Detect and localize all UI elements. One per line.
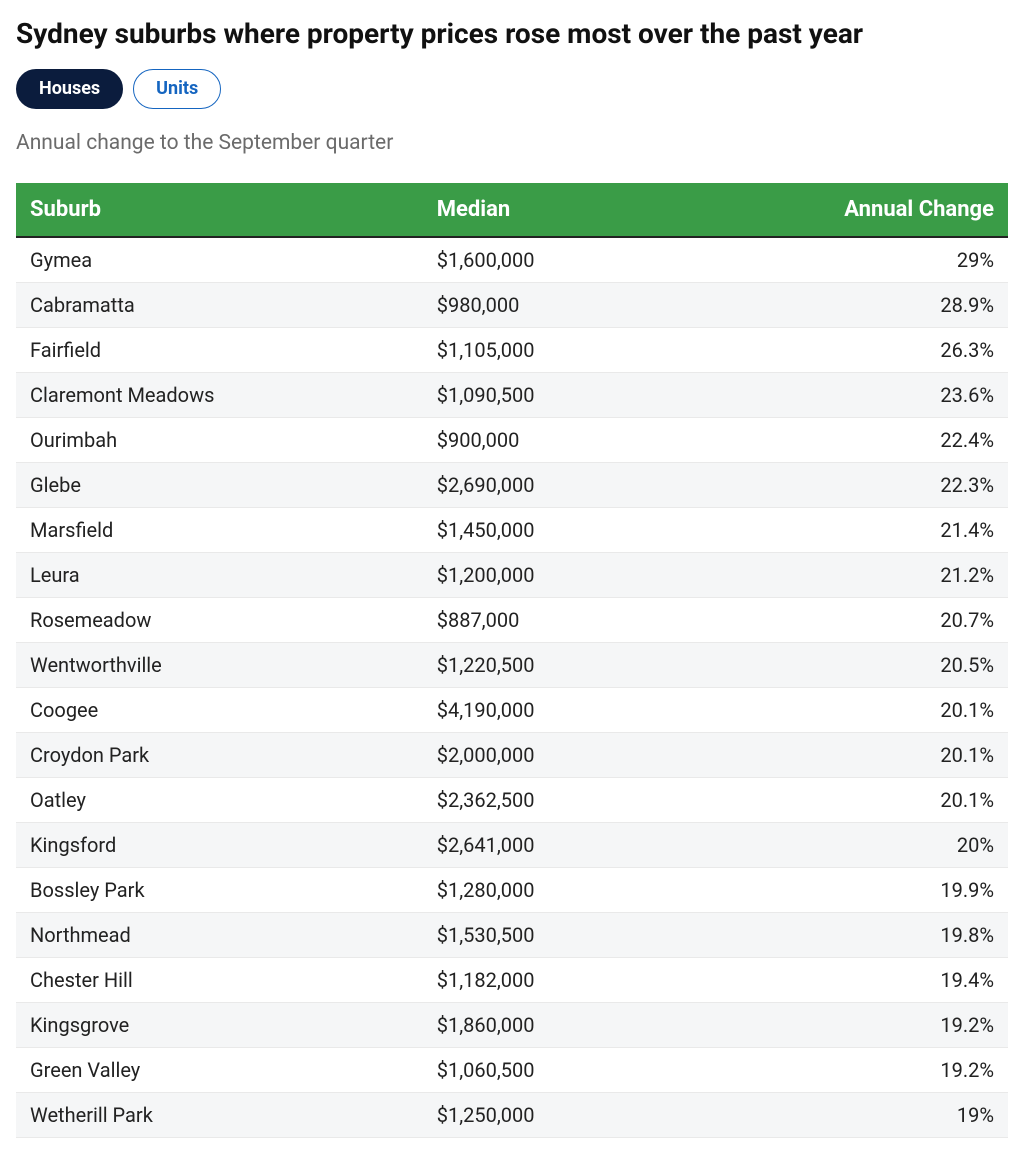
cell-suburb: Kingsgrove xyxy=(16,1002,423,1047)
cell-median: $1,105,000 xyxy=(423,327,800,372)
cell-change: 20.1% xyxy=(800,732,1008,777)
cell-change: 21.4% xyxy=(800,507,1008,552)
table-row: Ourimbah$900,00022.4% xyxy=(16,417,1008,462)
cell-suburb: Marsfield xyxy=(16,507,423,552)
cell-change: 26.3% xyxy=(800,327,1008,372)
table-row: Wentworthville$1,220,50020.5% xyxy=(16,642,1008,687)
table-row: Coogee$4,190,00020.1% xyxy=(16,687,1008,732)
table-row: Kingsford$2,641,00020% xyxy=(16,822,1008,867)
cell-suburb: Cabramatta xyxy=(16,282,423,327)
cell-change: 19.8% xyxy=(800,912,1008,957)
cell-change: 20.5% xyxy=(800,642,1008,687)
cell-suburb: Coogee xyxy=(16,687,423,732)
table-row: Marsfield$1,450,00021.4% xyxy=(16,507,1008,552)
cell-median: $887,000 xyxy=(423,597,800,642)
table-row: Glebe$2,690,00022.3% xyxy=(16,462,1008,507)
col-header-change[interactable]: Annual Change xyxy=(800,183,1008,237)
table-row: Gymea$1,600,00029% xyxy=(16,237,1008,283)
cell-median: $2,000,000 xyxy=(423,732,800,777)
cell-suburb: Claremont Meadows xyxy=(16,372,423,417)
cell-median: $1,182,000 xyxy=(423,957,800,1002)
cell-median: $1,860,000 xyxy=(423,1002,800,1047)
cell-suburb: Chester Hill xyxy=(16,957,423,1002)
table-row: Leura$1,200,00021.2% xyxy=(16,552,1008,597)
cell-change: 28.9% xyxy=(800,282,1008,327)
cell-median: $1,280,000 xyxy=(423,867,800,912)
cell-suburb: Gymea xyxy=(16,237,423,283)
table-row: Fairfield$1,105,00026.3% xyxy=(16,327,1008,372)
table-row: Kingsgrove$1,860,00019.2% xyxy=(16,1002,1008,1047)
cell-change: 20.1% xyxy=(800,777,1008,822)
property-type-tabs: Houses Units xyxy=(16,69,1008,109)
cell-suburb: Glebe xyxy=(16,462,423,507)
cell-median: $1,090,500 xyxy=(423,372,800,417)
cell-median: $1,450,000 xyxy=(423,507,800,552)
table-row: Bossley Park$1,280,00019.9% xyxy=(16,867,1008,912)
cell-change: 21.2% xyxy=(800,552,1008,597)
cell-change: 19% xyxy=(800,1092,1008,1137)
cell-median: $1,530,500 xyxy=(423,912,800,957)
cell-median: $1,600,000 xyxy=(423,237,800,283)
cell-change: 19.4% xyxy=(800,957,1008,1002)
table-row: Croydon Park$2,000,00020.1% xyxy=(16,732,1008,777)
cell-median: $1,250,000 xyxy=(423,1092,800,1137)
price-change-table: Suburb Median Annual Change Gymea$1,600,… xyxy=(16,183,1008,1138)
table-row: Wetherill Park$1,250,00019% xyxy=(16,1092,1008,1137)
cell-median: $2,690,000 xyxy=(423,462,800,507)
cell-suburb: Kingsford xyxy=(16,822,423,867)
cell-suburb: Rosemeadow xyxy=(16,597,423,642)
page-title: Sydney suburbs where property prices ros… xyxy=(16,16,1008,51)
cell-suburb: Wetherill Park xyxy=(16,1092,423,1137)
chart-subtitle: Annual change to the September quarter xyxy=(16,131,1008,155)
cell-change: 19.2% xyxy=(800,1047,1008,1092)
cell-median: $1,060,500 xyxy=(423,1047,800,1092)
table-row: Northmead$1,530,50019.8% xyxy=(16,912,1008,957)
table-row: Cabramatta$980,00028.9% xyxy=(16,282,1008,327)
table-header-row: Suburb Median Annual Change xyxy=(16,183,1008,237)
cell-change: 20% xyxy=(800,822,1008,867)
col-header-suburb[interactable]: Suburb xyxy=(16,183,423,237)
cell-median: $1,220,500 xyxy=(423,642,800,687)
table-row: Oatley$2,362,50020.1% xyxy=(16,777,1008,822)
tab-houses[interactable]: Houses xyxy=(16,69,123,109)
cell-suburb: Green Valley xyxy=(16,1047,423,1092)
cell-median: $980,000 xyxy=(423,282,800,327)
cell-median: $900,000 xyxy=(423,417,800,462)
cell-change: 23.6% xyxy=(800,372,1008,417)
cell-change: 19.9% xyxy=(800,867,1008,912)
cell-change: 29% xyxy=(800,237,1008,283)
cell-suburb: Leura xyxy=(16,552,423,597)
cell-change: 19.2% xyxy=(800,1002,1008,1047)
table-row: Claremont Meadows$1,090,50023.6% xyxy=(16,372,1008,417)
cell-median: $4,190,000 xyxy=(423,687,800,732)
cell-median: $2,641,000 xyxy=(423,822,800,867)
cell-suburb: Croydon Park xyxy=(16,732,423,777)
cell-suburb: Oatley xyxy=(16,777,423,822)
cell-suburb: Northmead xyxy=(16,912,423,957)
cell-suburb: Bossley Park xyxy=(16,867,423,912)
table-row: Rosemeadow$887,00020.7% xyxy=(16,597,1008,642)
table-row: Chester Hill$1,182,00019.4% xyxy=(16,957,1008,1002)
cell-change: 20.1% xyxy=(800,687,1008,732)
table-row: Green Valley$1,060,50019.2% xyxy=(16,1047,1008,1092)
cell-change: 20.7% xyxy=(800,597,1008,642)
cell-suburb: Ourimbah xyxy=(16,417,423,462)
cell-change: 22.3% xyxy=(800,462,1008,507)
cell-suburb: Fairfield xyxy=(16,327,423,372)
col-header-median[interactable]: Median xyxy=(423,183,800,237)
tab-units[interactable]: Units xyxy=(133,69,221,109)
cell-suburb: Wentworthville xyxy=(16,642,423,687)
cell-change: 22.4% xyxy=(800,417,1008,462)
cell-median: $2,362,500 xyxy=(423,777,800,822)
cell-median: $1,200,000 xyxy=(423,552,800,597)
